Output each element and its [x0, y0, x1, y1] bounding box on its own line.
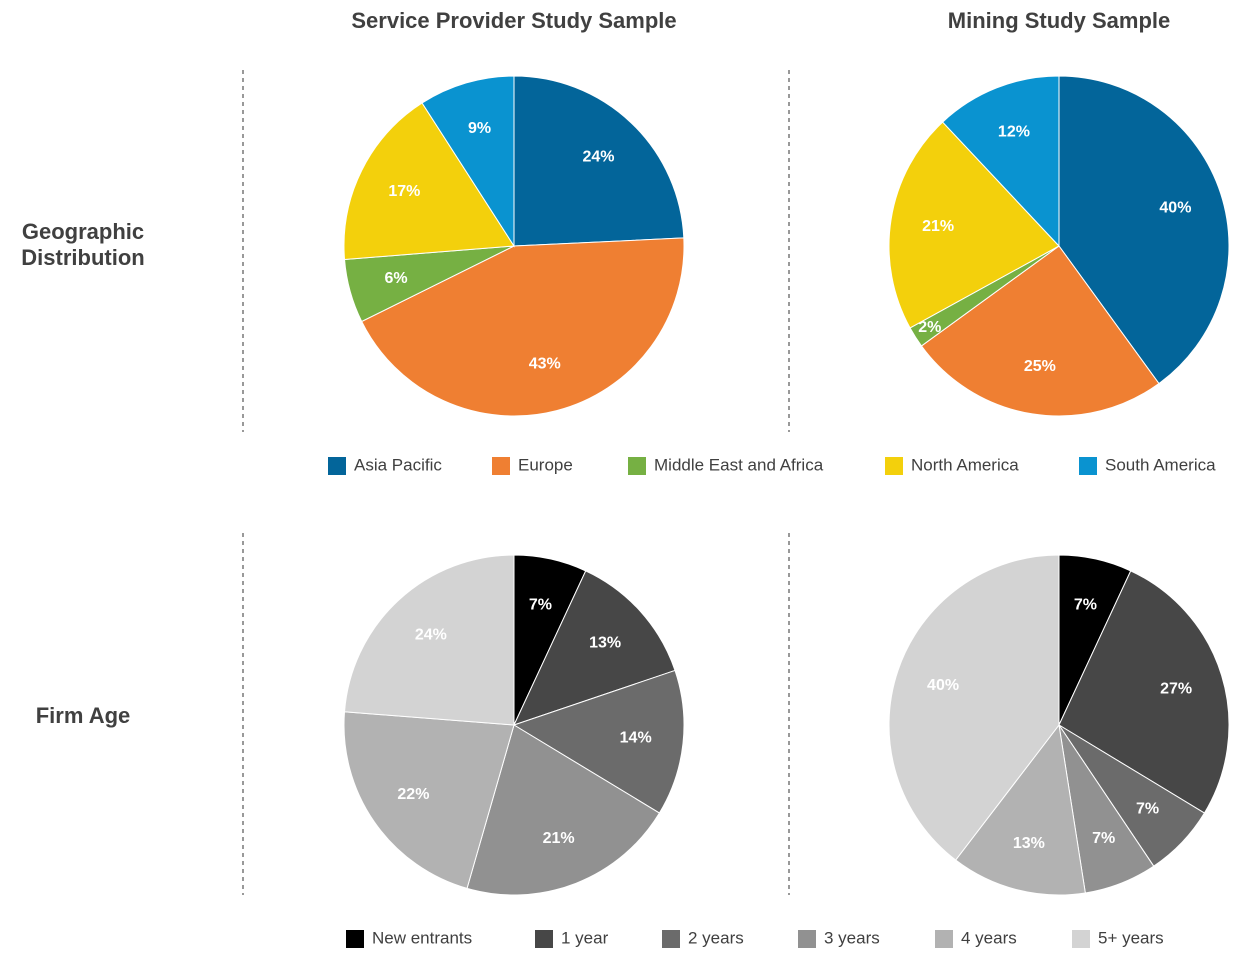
pie-slice — [954, 723, 1086, 896]
pie-slice — [941, 75, 1060, 248]
value-label: 25% — [1024, 358, 1056, 375]
row-title-line: Geographic — [22, 219, 144, 244]
value-label: 7% — [1092, 830, 1115, 847]
legend-swatch — [492, 457, 510, 475]
pie-slice — [343, 102, 515, 261]
legend-label: 2 years — [688, 928, 744, 947]
value-label: 12% — [998, 123, 1030, 140]
legend-swatch — [885, 457, 903, 475]
value-label: 14% — [620, 730, 652, 747]
pie-slice — [343, 711, 515, 890]
pie-slice — [343, 554, 515, 726]
legend-swatch — [1079, 457, 1097, 475]
legend-label: North America — [911, 455, 1019, 474]
pie-slice — [421, 75, 515, 248]
pie-slice — [1058, 570, 1230, 814]
legend-label: Asia Pacific — [354, 455, 442, 474]
column-title: Service Provider Study Sample — [351, 8, 676, 33]
legend-label: South America — [1105, 455, 1216, 474]
legend-swatch — [628, 457, 646, 475]
legend-swatch — [328, 457, 346, 475]
value-label: 17% — [388, 183, 420, 200]
value-label: 40% — [1159, 199, 1191, 216]
legend-label: Europe — [518, 455, 573, 474]
pie-slice — [513, 570, 676, 726]
value-label: 7% — [1136, 801, 1159, 818]
legend-swatch — [798, 930, 816, 948]
legend-label: 5+ years — [1098, 928, 1164, 947]
row-title-line: Distribution — [21, 245, 144, 270]
value-label: 40% — [927, 677, 959, 694]
value-label: 43% — [529, 356, 561, 373]
legend-label: 1 year — [561, 928, 609, 947]
pie-slice — [888, 554, 1060, 861]
pie-slice — [1058, 75, 1230, 385]
pie-slice — [512, 669, 685, 814]
row-title: Firm Age — [36, 703, 131, 728]
pie-slice — [466, 724, 661, 896]
pie-slice — [513, 75, 685, 247]
pie-slice — [361, 237, 685, 417]
value-label: 24% — [582, 149, 614, 166]
legend-swatch — [1072, 930, 1090, 948]
value-label: 9% — [468, 120, 491, 137]
column-title: Mining Study Sample — [948, 8, 1170, 33]
legend-label: Middle East and Africa — [654, 455, 824, 474]
row-title: Geographic Distribution — [21, 219, 144, 270]
value-label: 21% — [922, 218, 954, 235]
value-label: 7% — [529, 597, 552, 614]
legend-swatch — [346, 930, 364, 948]
legend-label: New entrants — [372, 928, 472, 947]
value-label: 24% — [415, 626, 447, 643]
value-label: 21% — [543, 830, 575, 847]
legend-label: 3 years — [824, 928, 880, 947]
legend-swatch — [662, 930, 680, 948]
value-label: 13% — [1013, 835, 1045, 852]
legend-swatch — [935, 930, 953, 948]
value-label: 22% — [397, 786, 429, 803]
pie-slice — [888, 121, 1060, 329]
value-label: 27% — [1160, 681, 1192, 698]
value-label: 2% — [918, 319, 941, 336]
legend-label: 4 years — [961, 928, 1017, 947]
value-label: 6% — [384, 270, 407, 287]
legend-swatch — [535, 930, 553, 948]
pie-slice — [920, 245, 1160, 417]
value-label: 7% — [1074, 597, 1097, 614]
value-label: 13% — [589, 635, 621, 652]
